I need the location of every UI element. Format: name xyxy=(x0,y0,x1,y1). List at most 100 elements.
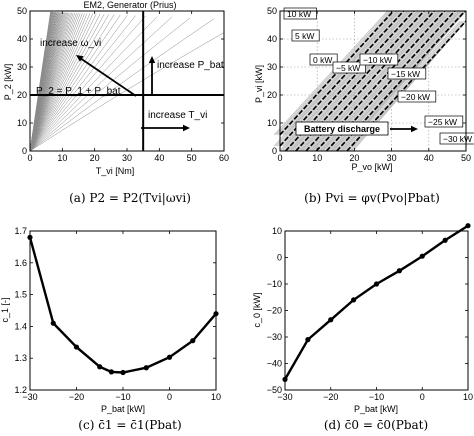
chart-d-xtick-label: 0 xyxy=(420,392,425,402)
chart-b-line-label-box xyxy=(309,53,338,66)
chart-a-xlabel: T_vi [Nm] xyxy=(96,166,135,176)
chart-a-curve xyxy=(29,15,136,152)
chart-b-line-label: 10 kW xyxy=(287,9,311,19)
chart-a-curve xyxy=(29,13,79,152)
chart-a-curve xyxy=(29,14,105,152)
chart-a-curve xyxy=(29,15,128,152)
chart-b-frame xyxy=(279,10,467,152)
chart-c-point xyxy=(50,320,56,326)
chart-b-line-label-box xyxy=(359,53,399,66)
chart-b-ytick-label: 20 xyxy=(267,90,277,100)
chart-b-xlabel: P_vo [kW] xyxy=(351,162,392,172)
chart-d-ytick-label: 10 xyxy=(272,226,282,236)
chart-a-annotation-tvi: increase T_vi xyxy=(148,110,207,121)
chart-a-curve xyxy=(29,13,81,152)
chart-c-caption: (c) c̄1 = c̄1(Pbat) xyxy=(78,418,181,432)
chart-b-line-label: −20 kW xyxy=(401,92,430,102)
chart-b-ylabel: P_vi [kW] xyxy=(254,65,264,103)
chart-a-curve xyxy=(29,13,88,152)
chart-c-ytick-label: 1.3 xyxy=(14,353,27,363)
chart-a: EM2, Generator (Prius) 0 10 20 30 40 50 60 0 10 2… xyxy=(3,0,229,205)
chart-a-ytick-label: 20 xyxy=(17,90,27,100)
chart-d-ytick-label: −20 xyxy=(267,306,282,316)
chart-a-annotation-omega: increase ω_vi xyxy=(40,38,101,49)
chart-b-ytick-label: 50 xyxy=(267,6,277,16)
chart-b-band-line xyxy=(275,10,390,135)
chart-a-arrow-pbat-head xyxy=(148,56,156,63)
chart-a-annotation-balance: P_2 = P_1 + P_bat xyxy=(36,86,121,97)
chart-a-curve xyxy=(29,16,172,152)
chart-c-ytick-label: 1.7 xyxy=(14,226,27,236)
chart-d-ytick-label: −40 xyxy=(267,359,282,369)
chart-b-line-label: 0 kW xyxy=(313,55,332,65)
chart-a-xtick-label: 20 xyxy=(90,153,100,163)
chart-c-point xyxy=(190,338,196,344)
chart-b-xtick-label: 0 xyxy=(277,153,282,163)
chart-a-curve xyxy=(29,14,115,152)
chart-d-point xyxy=(328,317,334,323)
chart-a-curve xyxy=(29,13,101,152)
chart-b-xtick-label: 40 xyxy=(424,153,434,163)
chart-b-ytick-label: 0 xyxy=(272,146,277,156)
chart-b-annotation-box xyxy=(295,121,389,136)
chart-b-xtick-label: 50 xyxy=(461,153,471,163)
chart-d-xtick-label: −10 xyxy=(369,392,384,402)
chart-b-line-label: 5 kW xyxy=(295,31,314,41)
chart-a-arrow-tvi-head xyxy=(183,124,190,132)
chart-b-band-line xyxy=(273,10,388,135)
chart-b: 0 10 20 30 40 50 0 10 20 30 40 50 10 kW 5 kW 0 kW −5 k… xyxy=(254,6,474,205)
chart-c-ytick-label: 1.2 xyxy=(14,385,27,395)
chart-c-frame xyxy=(29,230,217,391)
chart-d-ytick-label: −50 xyxy=(267,385,282,395)
chart-c-xtick-label: 10 xyxy=(211,392,221,402)
chart-a-annotation-pbat: increase P_bat xyxy=(157,60,224,71)
chart-a-xtick-label: 30 xyxy=(122,153,132,163)
chart-a-ylabel: P_2 [kW] xyxy=(3,64,13,101)
chart-d-ytick-label: −10 xyxy=(267,279,282,289)
chart-a-xtick-label: 10 xyxy=(57,153,67,163)
chart-b-xtick-label: 10 xyxy=(312,153,322,163)
chart-a-curve xyxy=(29,13,97,152)
chart-b-ytick-label: 30 xyxy=(267,62,277,72)
chart-d-xtick-label: 10 xyxy=(463,392,473,402)
chart-a-ytick-label: 30 xyxy=(17,62,27,72)
chart-c-point xyxy=(108,369,114,375)
chart-a-curve xyxy=(29,18,214,152)
chart-a-curve xyxy=(29,11,51,152)
chart-a-frame xyxy=(29,10,225,152)
chart-a-ytick-label: 50 xyxy=(17,6,27,16)
chart-b-line-label-box xyxy=(387,67,427,80)
chart-b-line-label: −5 kW xyxy=(336,63,360,73)
chart-d-frame xyxy=(284,230,469,391)
chart-a-curve xyxy=(29,12,76,152)
chart-b-line-label-box xyxy=(332,61,366,74)
chart-c-ylabel: c_1 [-] xyxy=(0,297,10,322)
chart-b-annotation: Battery discharge xyxy=(304,124,380,134)
chart-a-curve xyxy=(29,16,158,152)
chart-c-series-line xyxy=(28,237,217,374)
chart-a-curve xyxy=(29,15,146,152)
chart-d-series-line xyxy=(283,224,469,380)
chart-c: −30 −20 −10 0 10 1.2 1.3 1.4 1.5 1.6 1.7 P_bat [kW… xyxy=(0,226,221,432)
chart-a-curve xyxy=(29,13,91,152)
chart-d-ytick-label: −30 xyxy=(267,332,282,342)
chart-a-xtick-label: 50 xyxy=(187,153,197,163)
chart-d-point xyxy=(465,223,471,229)
chart-b-line-label-box xyxy=(283,7,317,20)
chart-c-point xyxy=(97,364,103,370)
chart-a-caption: (a) P2 = P2(Tvi|ωvi) xyxy=(69,191,191,205)
chart-d-point xyxy=(373,281,380,287)
chart-a-xtick-label: 0 xyxy=(27,153,32,163)
chart-b-line-label: −25 kW xyxy=(428,117,457,127)
chart-c-point xyxy=(143,365,149,371)
chart-d: −30 −20 −10 0 10 −50 −40 −30 −20 −10 0 10 P_bat [kW… xyxy=(252,223,473,432)
chart-b-annotation-arrow-head xyxy=(411,125,418,133)
chart-c-ytick-label: 1.5 xyxy=(14,290,27,300)
chart-c-point xyxy=(120,369,126,376)
chart-b-line-label: −30 kW xyxy=(443,134,472,144)
chart-c-point xyxy=(73,344,80,350)
chart-d-point xyxy=(305,337,311,343)
chart-b-band-line xyxy=(273,10,398,147)
chart-d-xtick-label: −20 xyxy=(323,392,338,402)
